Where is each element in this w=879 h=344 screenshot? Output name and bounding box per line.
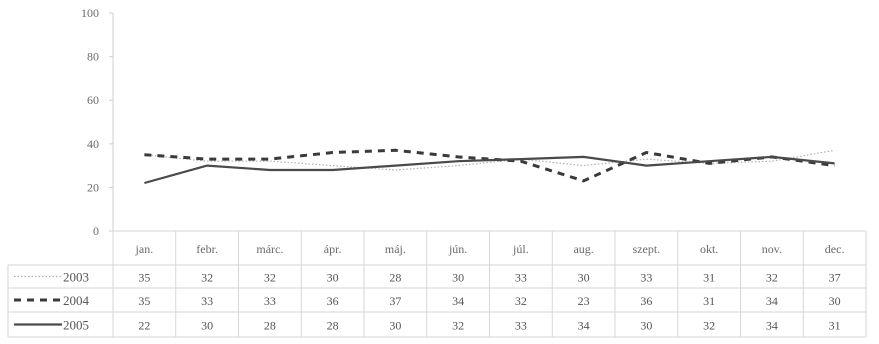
legend-label: 2005: [63, 318, 89, 333]
table-value-cell: 36: [640, 294, 652, 308]
table-value-cell: 32: [703, 319, 715, 333]
table-value-cell: 34: [578, 319, 590, 333]
table-value-cell: 31: [703, 271, 715, 285]
legend-label: 2004: [63, 293, 90, 308]
data-table: jan. febr. márc. ápr. máj. jún. júl. aug. szept.…: [7, 230, 867, 338]
table-value-cell: 31: [829, 319, 841, 333]
table-value-cell: 34: [766, 294, 778, 308]
x-category-label: okt.: [700, 242, 718, 256]
table-value-cell: 37: [829, 271, 841, 285]
table-value-cell: 31: [703, 294, 715, 308]
table-value-cell: 28: [389, 271, 401, 285]
table-value-cell: 32: [264, 271, 276, 285]
table-value-cell: 33: [640, 271, 652, 285]
series-line-2004: [144, 148, 835, 183]
table-value-cell: 36: [327, 294, 339, 308]
table-value-cell: 32: [515, 294, 527, 308]
x-category-label: jún.: [448, 242, 467, 256]
x-category-label: jan.: [135, 242, 154, 256]
x-category-label: máj.: [385, 242, 406, 256]
table-value-cell: 32: [201, 271, 213, 285]
table-value-cell: 34: [452, 294, 464, 308]
x-category-label: júl.: [512, 242, 529, 256]
x-category-label: dec.: [825, 242, 845, 256]
y-tick-label: 0: [93, 224, 99, 238]
table-value-cell: 30: [201, 319, 213, 333]
table-value-cell: 30: [327, 271, 339, 285]
y-tick-label: 100: [81, 6, 99, 20]
table-value-cell: 33: [515, 271, 527, 285]
x-category-label: szept.: [633, 242, 661, 256]
table-value-cell: 30: [578, 271, 590, 285]
table-value-cell: 32: [766, 271, 778, 285]
table-value-cell: 28: [327, 319, 339, 333]
table-value-cell: 33: [515, 319, 527, 333]
table-value-cell: 35: [138, 294, 150, 308]
table-value-cell: 34: [766, 319, 778, 333]
x-category-label: aug.: [573, 242, 593, 256]
x-category-label: ápr.: [324, 242, 342, 256]
table-value-cell: 23: [578, 294, 590, 308]
y-tick-label: 40: [87, 137, 99, 151]
table-value-cell: 32: [452, 319, 464, 333]
x-category-label: márc.: [256, 242, 283, 256]
table-value-cell: 30: [640, 319, 652, 333]
table-value-cell: 30: [389, 319, 401, 333]
table-value-cell: 37: [389, 294, 401, 308]
legend-label: 2003: [63, 270, 89, 285]
table-value-cell: 33: [264, 294, 276, 308]
chart-series: [144, 148, 835, 185]
table-value-cell: 30: [452, 271, 464, 285]
y-tick-label: 80: [87, 50, 99, 64]
table-value-cell: 28: [264, 319, 276, 333]
table-value-cell: 30: [829, 294, 841, 308]
x-category-label: febr.: [196, 242, 218, 256]
y-tick-label: 60: [87, 93, 99, 107]
y-tick-label: 20: [87, 180, 99, 194]
chart-axes: 0 20 40 60 80 100: [81, 6, 114, 238]
series-line-2005: [144, 155, 835, 185]
table-value-cell: 22: [138, 319, 150, 333]
x-category-label: nov.: [762, 242, 782, 256]
table-value-cell: 35: [138, 271, 150, 285]
table-value-cell: 33: [201, 294, 213, 308]
